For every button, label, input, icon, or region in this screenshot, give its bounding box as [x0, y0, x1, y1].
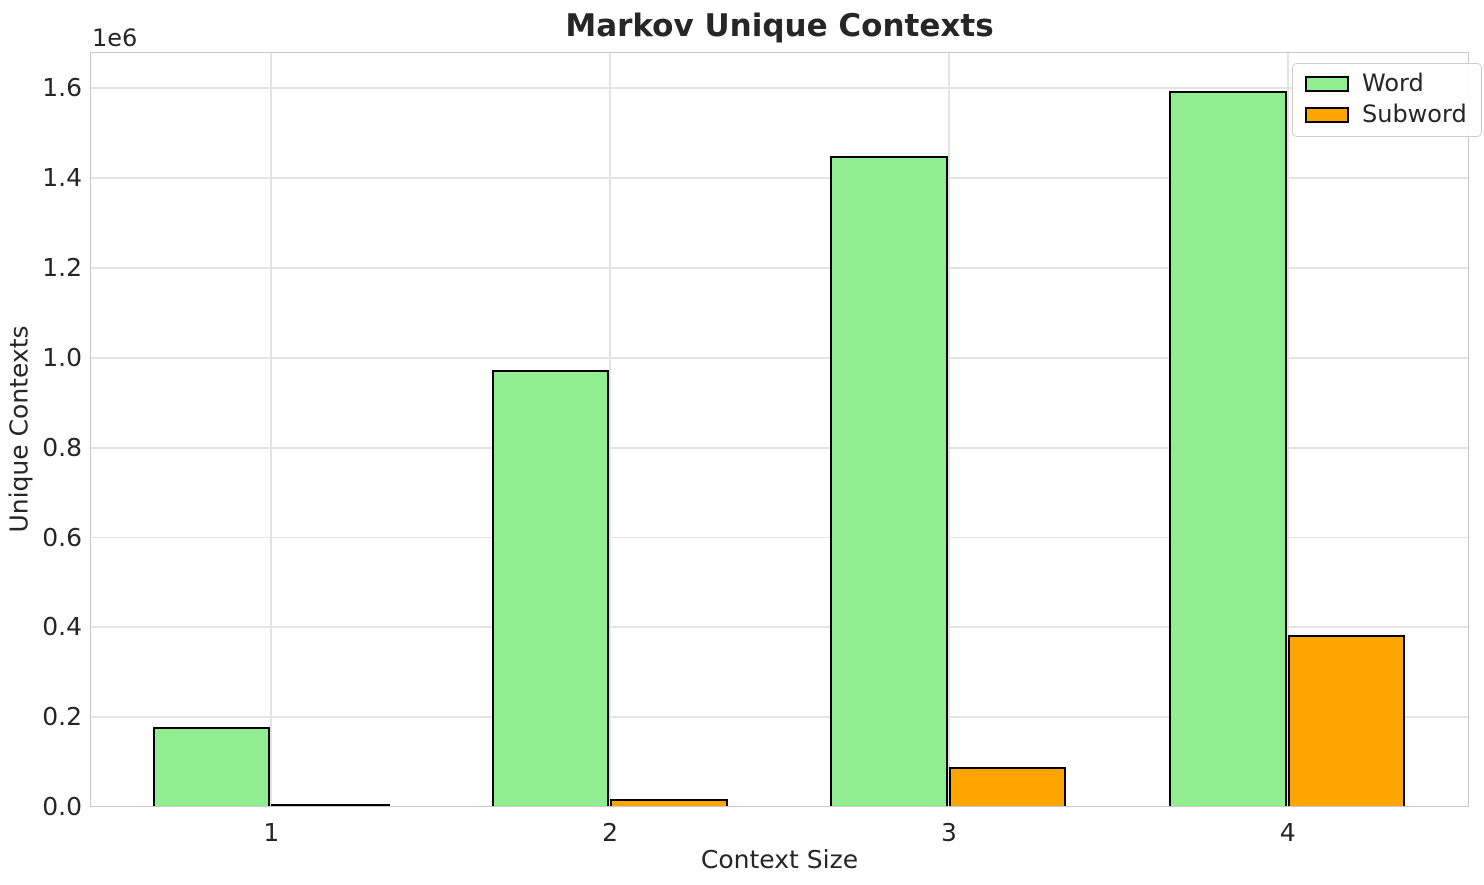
y-tick-label: 1.2	[42, 253, 82, 283]
bar-subword-1	[271, 804, 390, 807]
x-tick-label: 2	[602, 818, 619, 847]
legend-swatch-word	[1305, 75, 1349, 92]
y-axis-offset-label: 1e6	[92, 24, 138, 52]
x-tick-label: 1	[263, 818, 280, 847]
legend-entry-word: Word	[1305, 69, 1467, 97]
y-tick-label: 0.6	[42, 522, 82, 552]
bar-word-3	[830, 156, 948, 807]
chart-title: Markov Unique Contexts	[565, 8, 994, 44]
h-gridline	[90, 626, 1469, 629]
v-gridline	[948, 52, 950, 807]
bar-word-2	[491, 369, 610, 807]
y-tick-label: 0.4	[42, 612, 82, 642]
legend: Word Subword	[1292, 63, 1482, 137]
bar-subword-2	[610, 799, 728, 807]
h-gridline	[90, 716, 1469, 719]
x-axis-label: Context Size	[700, 845, 859, 874]
v-gridline	[270, 52, 273, 807]
legend-label-subword: Subword	[1362, 100, 1467, 128]
h-gridline	[90, 446, 1469, 449]
bar-word-1	[152, 726, 271, 807]
y-tick-label: 0.0	[42, 792, 82, 821]
y-tick-label: 1.4	[42, 163, 82, 193]
h-gridline	[90, 177, 1469, 180]
legend-label-word: Word	[1362, 69, 1424, 97]
h-gridline	[90, 536, 1469, 539]
h-gridline	[90, 267, 1469, 269]
y-tick-label: 0.8	[42, 432, 82, 462]
bar-word-4	[1169, 91, 1287, 807]
legend-entry-subword: Subword	[1305, 100, 1467, 128]
bar-subword-4	[1287, 634, 1406, 807]
plot-area	[90, 52, 1469, 807]
x-tick-label: 4	[1279, 818, 1296, 847]
x-tick-label: 3	[940, 818, 957, 847]
h-gridline	[90, 87, 1469, 90]
y-tick-label: 0.2	[42, 702, 82, 732]
y-tick-label: 1.6	[42, 73, 82, 103]
v-gridline	[609, 52, 611, 807]
y-tick-label: 1.0	[42, 342, 82, 372]
h-gridline	[90, 356, 1469, 359]
v-gridline	[1286, 52, 1289, 807]
legend-swatch-subword	[1305, 106, 1349, 123]
bar-subword-3	[948, 767, 1067, 807]
